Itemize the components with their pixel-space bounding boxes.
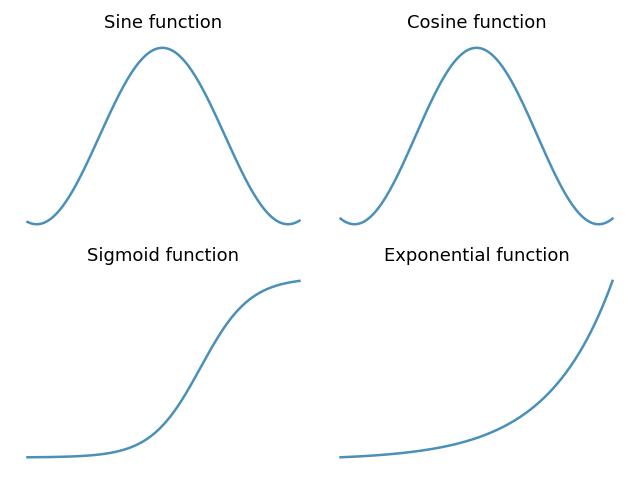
Title: Cosine function: Cosine function [406,14,547,32]
Title: Sine function: Sine function [104,14,223,32]
Title: Sigmoid function: Sigmoid function [88,247,239,265]
Title: Exponential function: Exponential function [383,247,570,265]
